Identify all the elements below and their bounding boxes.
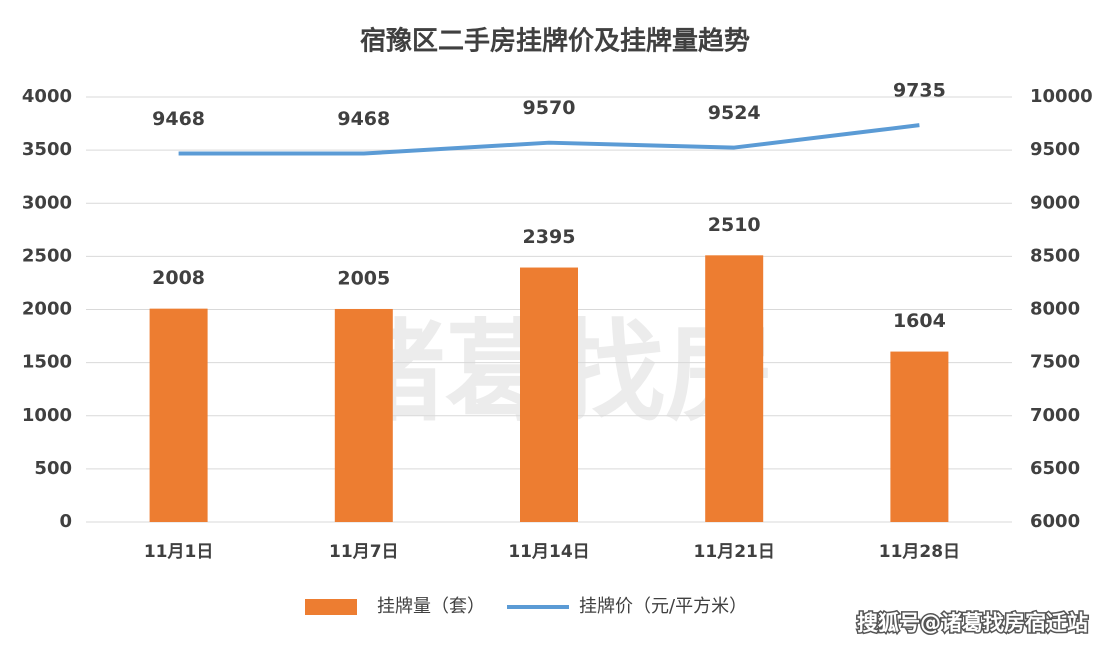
bar: [149, 308, 208, 522]
y2-tick-label: 7000: [1030, 405, 1080, 426]
source: 搜狐号@诸葛找房宿迁站: [857, 611, 1088, 635]
legend-swatch: [305, 599, 357, 615]
data-label: 2005: [337, 267, 390, 289]
y2-tick-label: 6000: [1030, 511, 1080, 532]
y-tick-label: 1500: [22, 352, 72, 373]
data-label: 2008: [152, 267, 205, 289]
x-tick-label: 11月21日: [694, 542, 775, 562]
y-tick-label: 500: [34, 458, 72, 479]
y-tick-label: 4000: [22, 86, 72, 107]
y-tick-label: 1000: [22, 405, 72, 426]
data-label: 2510: [708, 214, 761, 236]
legend-label: 挂牌量（套）: [377, 596, 485, 617]
y2-tick-label: 6500: [1030, 458, 1080, 479]
x-tick-label: 11月7日: [329, 542, 399, 562]
bar: [705, 255, 764, 522]
legend-label: 挂牌价（元/平方米）: [579, 596, 747, 617]
y-tick-label: 2000: [22, 299, 72, 320]
x-tick-label: 11月1日: [144, 542, 214, 562]
y2-tick-label: 9000: [1030, 192, 1080, 213]
data-label: 9468: [152, 108, 205, 130]
y-tick-label: 3500: [22, 139, 72, 160]
x-tick-label: 11月14日: [508, 542, 589, 562]
data-label: 9570: [523, 97, 576, 119]
y-tick-label: 3000: [22, 192, 72, 213]
data-label: 2395: [523, 226, 576, 248]
bar: [334, 308, 393, 522]
data-label: 9524: [708, 102, 761, 124]
x-tick-label: 11月28日: [879, 542, 960, 562]
y2-tick-label: 7500: [1030, 352, 1080, 373]
line: [178, 123, 920, 156]
data-label: 9468: [337, 108, 390, 130]
y2-tick-label: 9500: [1030, 139, 1080, 160]
bar: [520, 267, 578, 522]
y2-tick-label: 8500: [1030, 245, 1080, 266]
y2-tick-label: 10000: [1030, 86, 1093, 107]
y-tick-label: 0: [59, 511, 72, 532]
data-label: 9735: [893, 80, 946, 102]
y2-tick-label: 8000: [1030, 299, 1080, 320]
chart-title: 宿豫区二手房挂牌价及挂牌量趋势: [360, 26, 750, 57]
bar: [890, 351, 949, 522]
data-label: 1604: [893, 310, 946, 332]
y-tick-label: 2500: [22, 245, 72, 266]
